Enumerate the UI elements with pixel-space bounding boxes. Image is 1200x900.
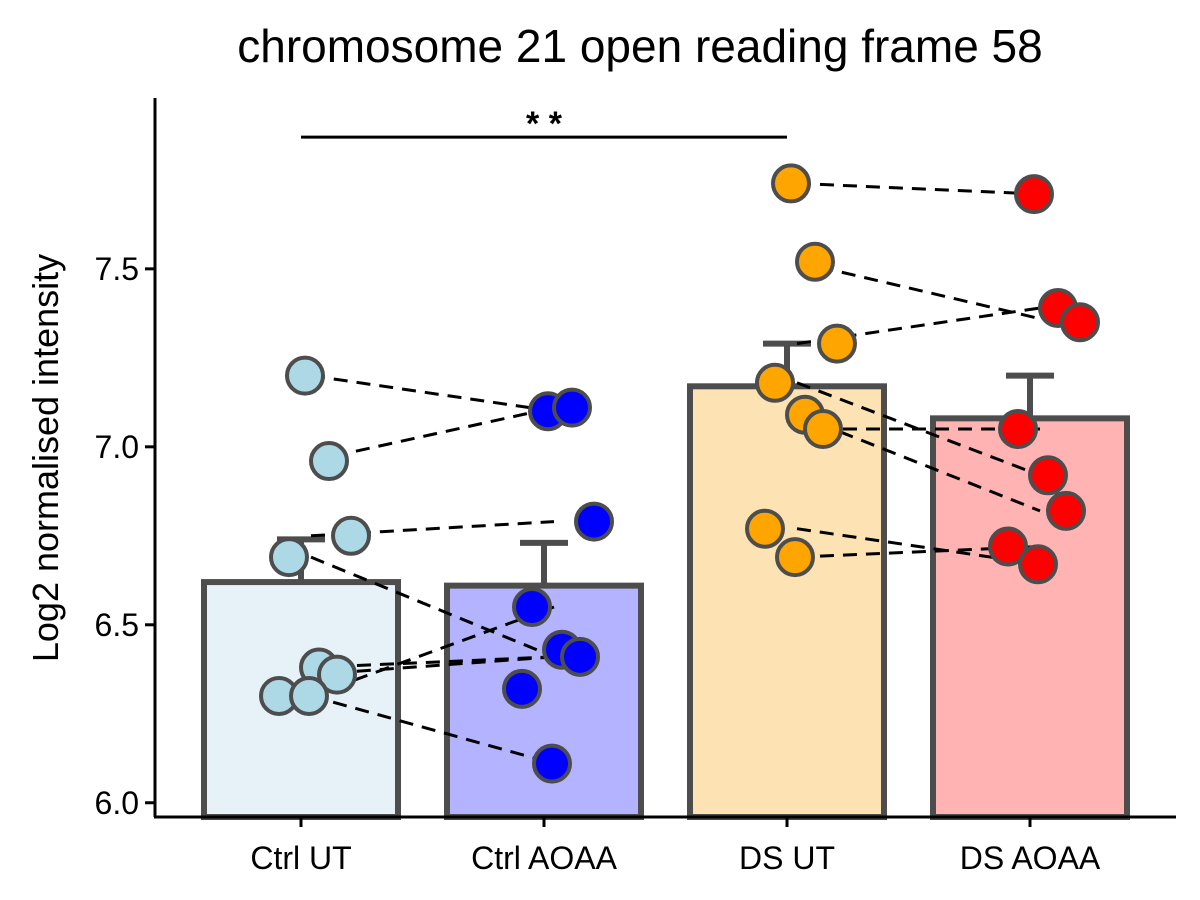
significance-label: * *	[526, 105, 563, 143]
chart-title: chromosome 21 open reading frame 58	[237, 20, 1042, 72]
data-point-1-2	[574, 501, 614, 542]
data-point-2-3	[755, 362, 795, 403]
data-point-1-6	[502, 668, 542, 709]
data-point-3-5	[1046, 490, 1086, 531]
x-tick-label-0: Ctrl UT	[250, 840, 351, 876]
data-point-0-1	[309, 441, 349, 482]
data-point-2-1	[795, 241, 835, 282]
pair-line-11	[796, 381, 1041, 477]
data-point-2-2	[817, 323, 857, 364]
data-point-2-5	[803, 409, 843, 450]
data-point-0-0	[285, 355, 325, 396]
y-axis-label: Log2 normalised intensity	[25, 254, 66, 662]
pair-line-8	[796, 181, 1041, 196]
data-point-1-7	[532, 743, 572, 784]
data-point-0-7	[289, 675, 329, 716]
pair-line-15	[796, 544, 1041, 559]
data-point-3-3	[998, 409, 1038, 450]
x-tick-label-3: DS AOAA	[960, 840, 1101, 876]
data-point-3-2	[1060, 302, 1100, 343]
x-tick-label-2: DS UT	[739, 840, 835, 876]
data-point-1-3	[512, 586, 552, 627]
data-point-3-6	[988, 526, 1028, 567]
y-tick-label-1: 6.5	[95, 607, 139, 643]
pair-line-7	[310, 694, 555, 766]
pair-line-12	[796, 413, 1041, 513]
data-point-2-0	[771, 163, 811, 204]
y-tick-label-3: 7.5	[95, 251, 139, 287]
x-tick-label-1: Ctrl AOAA	[471, 840, 617, 876]
data-point-2-7	[775, 537, 815, 578]
data-point-0-3	[269, 537, 309, 578]
data-point-0-5	[317, 654, 357, 695]
pair-line-2	[310, 520, 555, 538]
pair-line-3	[310, 555, 555, 659]
plot-area: * *	[201, 105, 1130, 821]
y-tick-label-2: 7.0	[95, 429, 139, 465]
data-point-1-1	[552, 387, 592, 428]
y-tick-label-0: 6.0	[95, 785, 139, 821]
data-point-3-4	[1028, 455, 1068, 496]
pair-line-9	[796, 260, 1041, 321]
data-point-1-5	[560, 636, 600, 677]
data-point-2-6	[745, 508, 785, 549]
pair-line-4	[310, 655, 555, 670]
pair-line-6	[310, 605, 555, 698]
pair-line-14	[796, 527, 1041, 566]
data-point-3-0	[1014, 174, 1054, 215]
pair-line-5	[310, 655, 555, 677]
data-point-0-2	[331, 515, 371, 556]
pair-line-0	[310, 374, 555, 413]
pair-line-1	[310, 406, 555, 463]
pair-line-10	[796, 306, 1041, 346]
bar-2	[687, 383, 887, 820]
data-point-3-7	[1018, 544, 1058, 585]
